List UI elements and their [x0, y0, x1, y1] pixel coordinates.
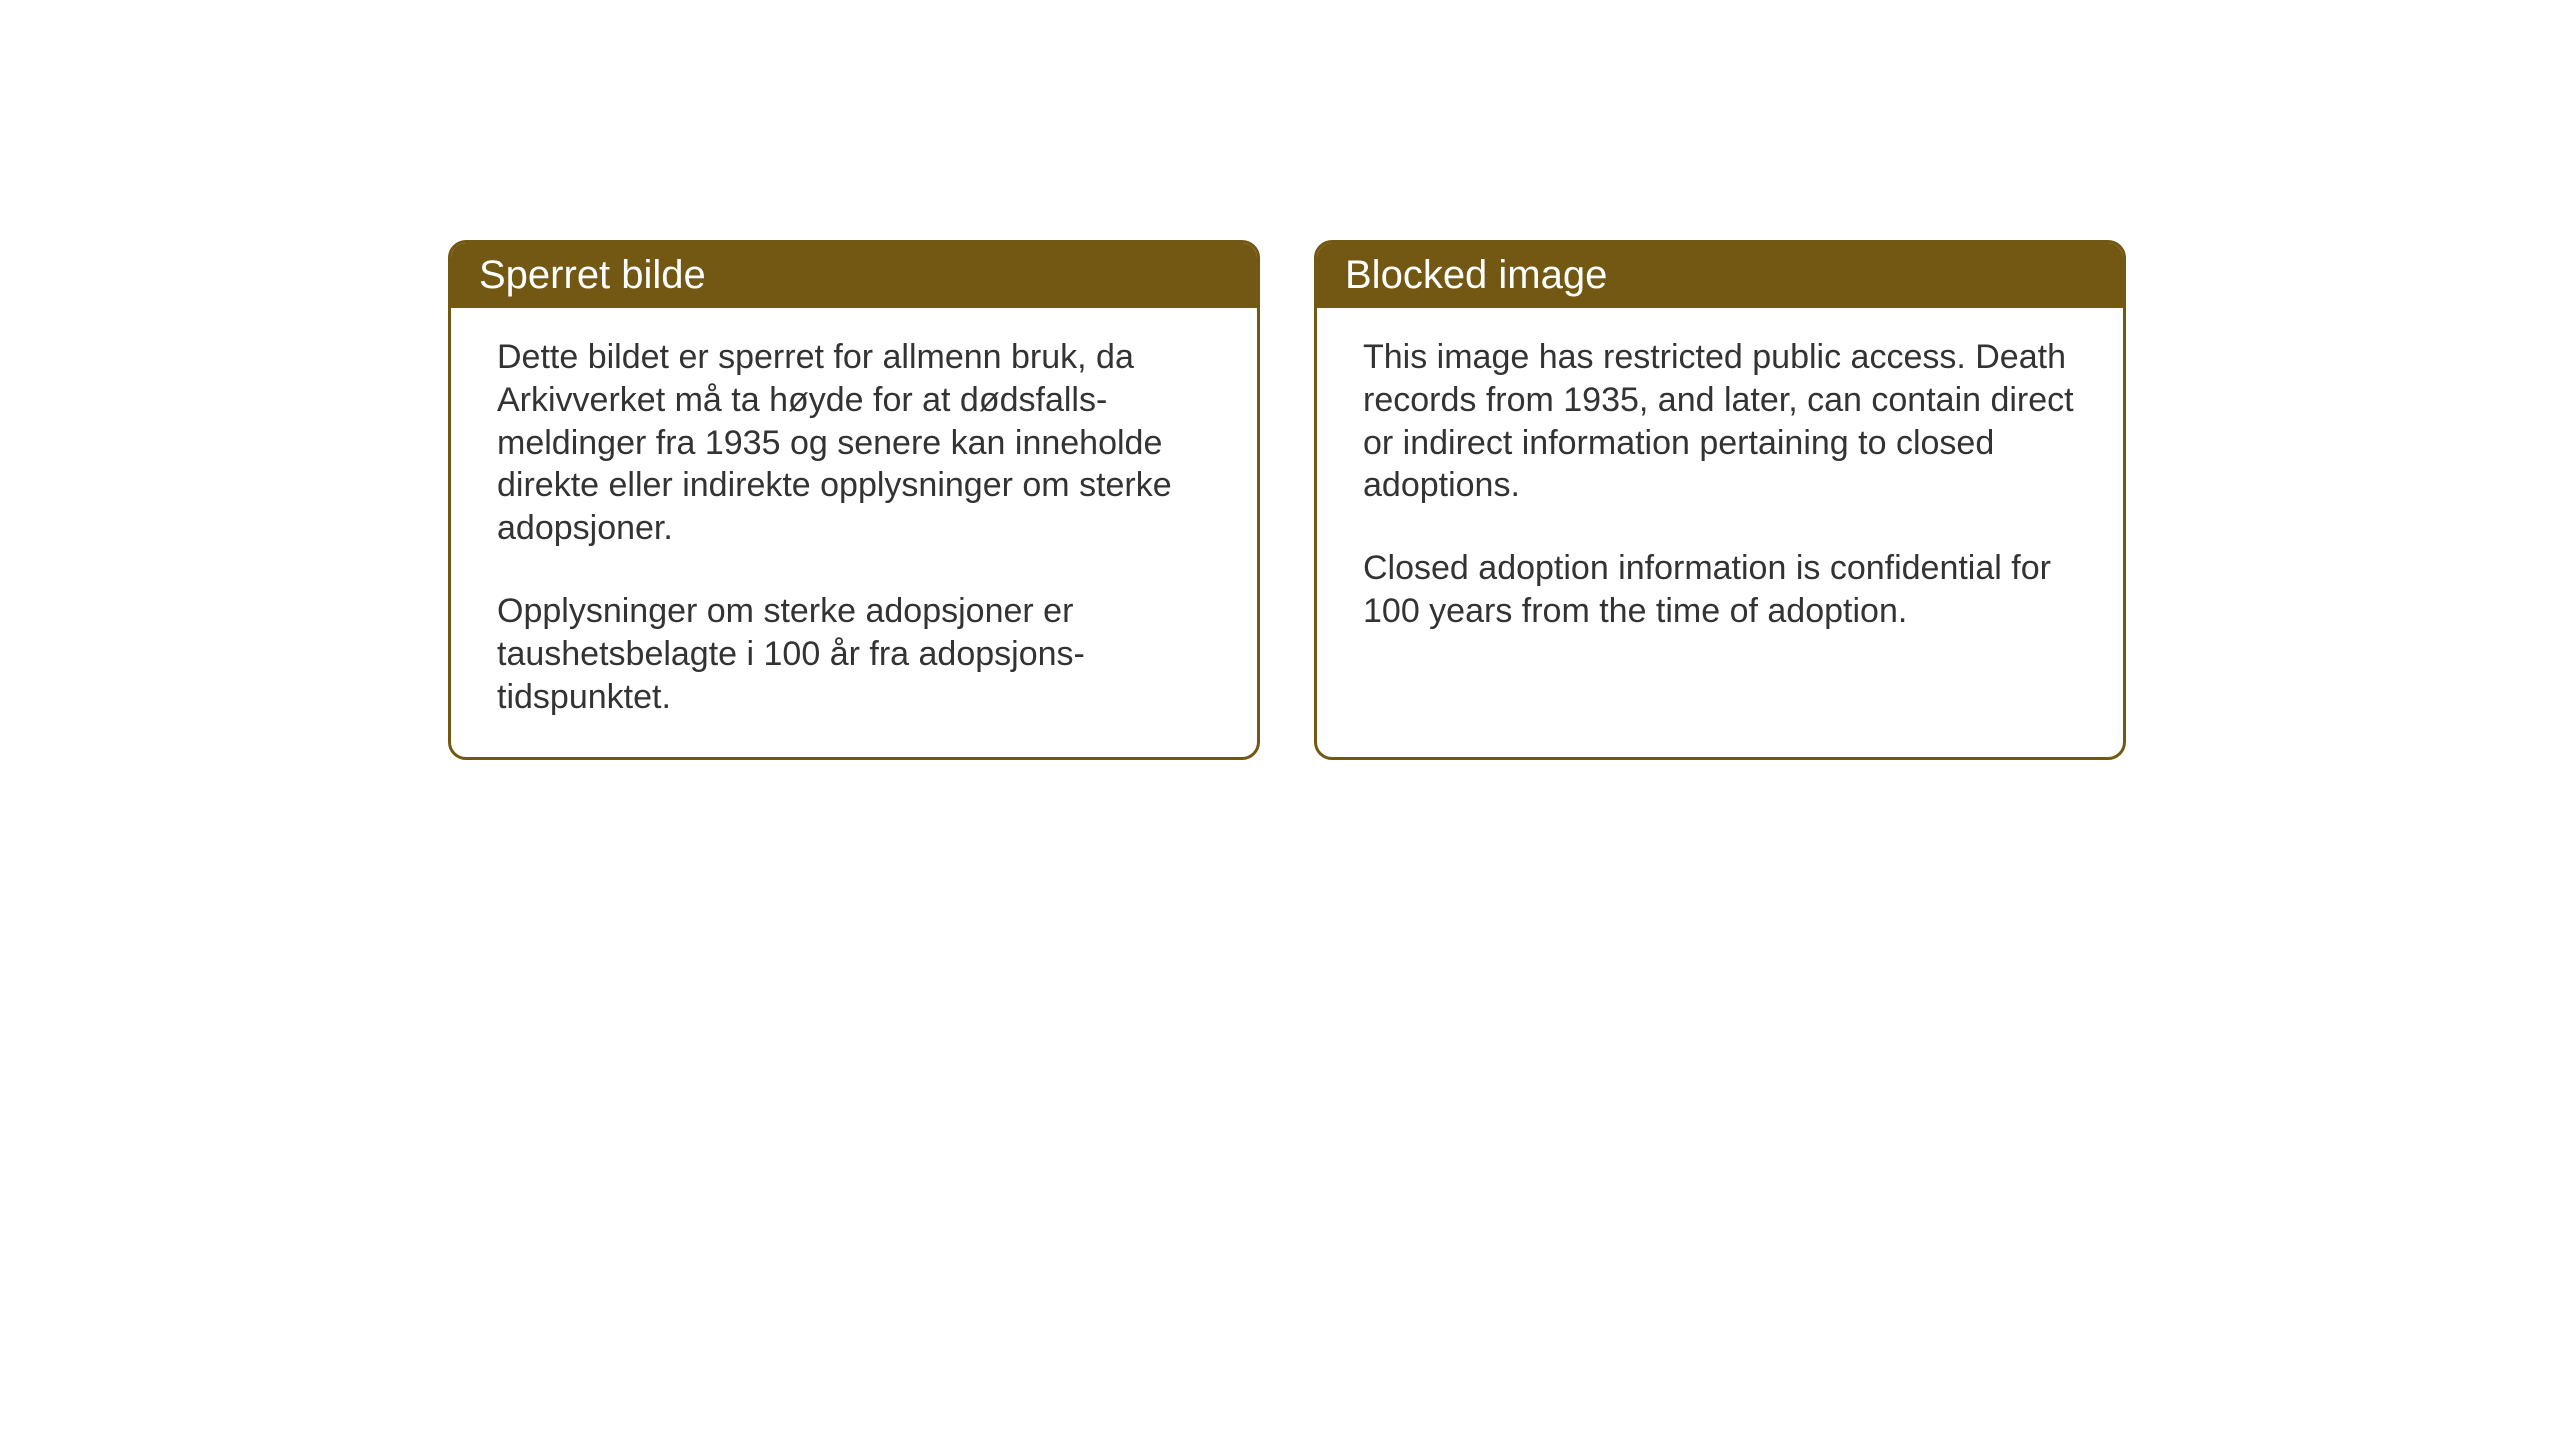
card-header-english: Blocked image — [1317, 243, 2123, 308]
card-body-norwegian: Dette bildet er sperret for allmenn bruk… — [451, 308, 1257, 757]
card-title-norwegian: Sperret bilde — [479, 253, 706, 297]
notice-card-english: Blocked image This image has restricted … — [1314, 240, 2126, 760]
card-paragraph: This image has restricted public access.… — [1363, 336, 2077, 507]
notice-card-norwegian: Sperret bilde Dette bildet er sperret fo… — [448, 240, 1260, 760]
card-header-norwegian: Sperret bilde — [451, 243, 1257, 308]
card-paragraph: Opplysninger om sterke adopsjoner er tau… — [497, 590, 1211, 718]
card-paragraph: Dette bildet er sperret for allmenn bruk… — [497, 336, 1211, 550]
notice-container: Sperret bilde Dette bildet er sperret fo… — [448, 240, 2126, 760]
card-title-english: Blocked image — [1345, 253, 1607, 297]
card-paragraph: Closed adoption information is confident… — [1363, 547, 2077, 633]
card-body-english: This image has restricted public access.… — [1317, 308, 2123, 671]
